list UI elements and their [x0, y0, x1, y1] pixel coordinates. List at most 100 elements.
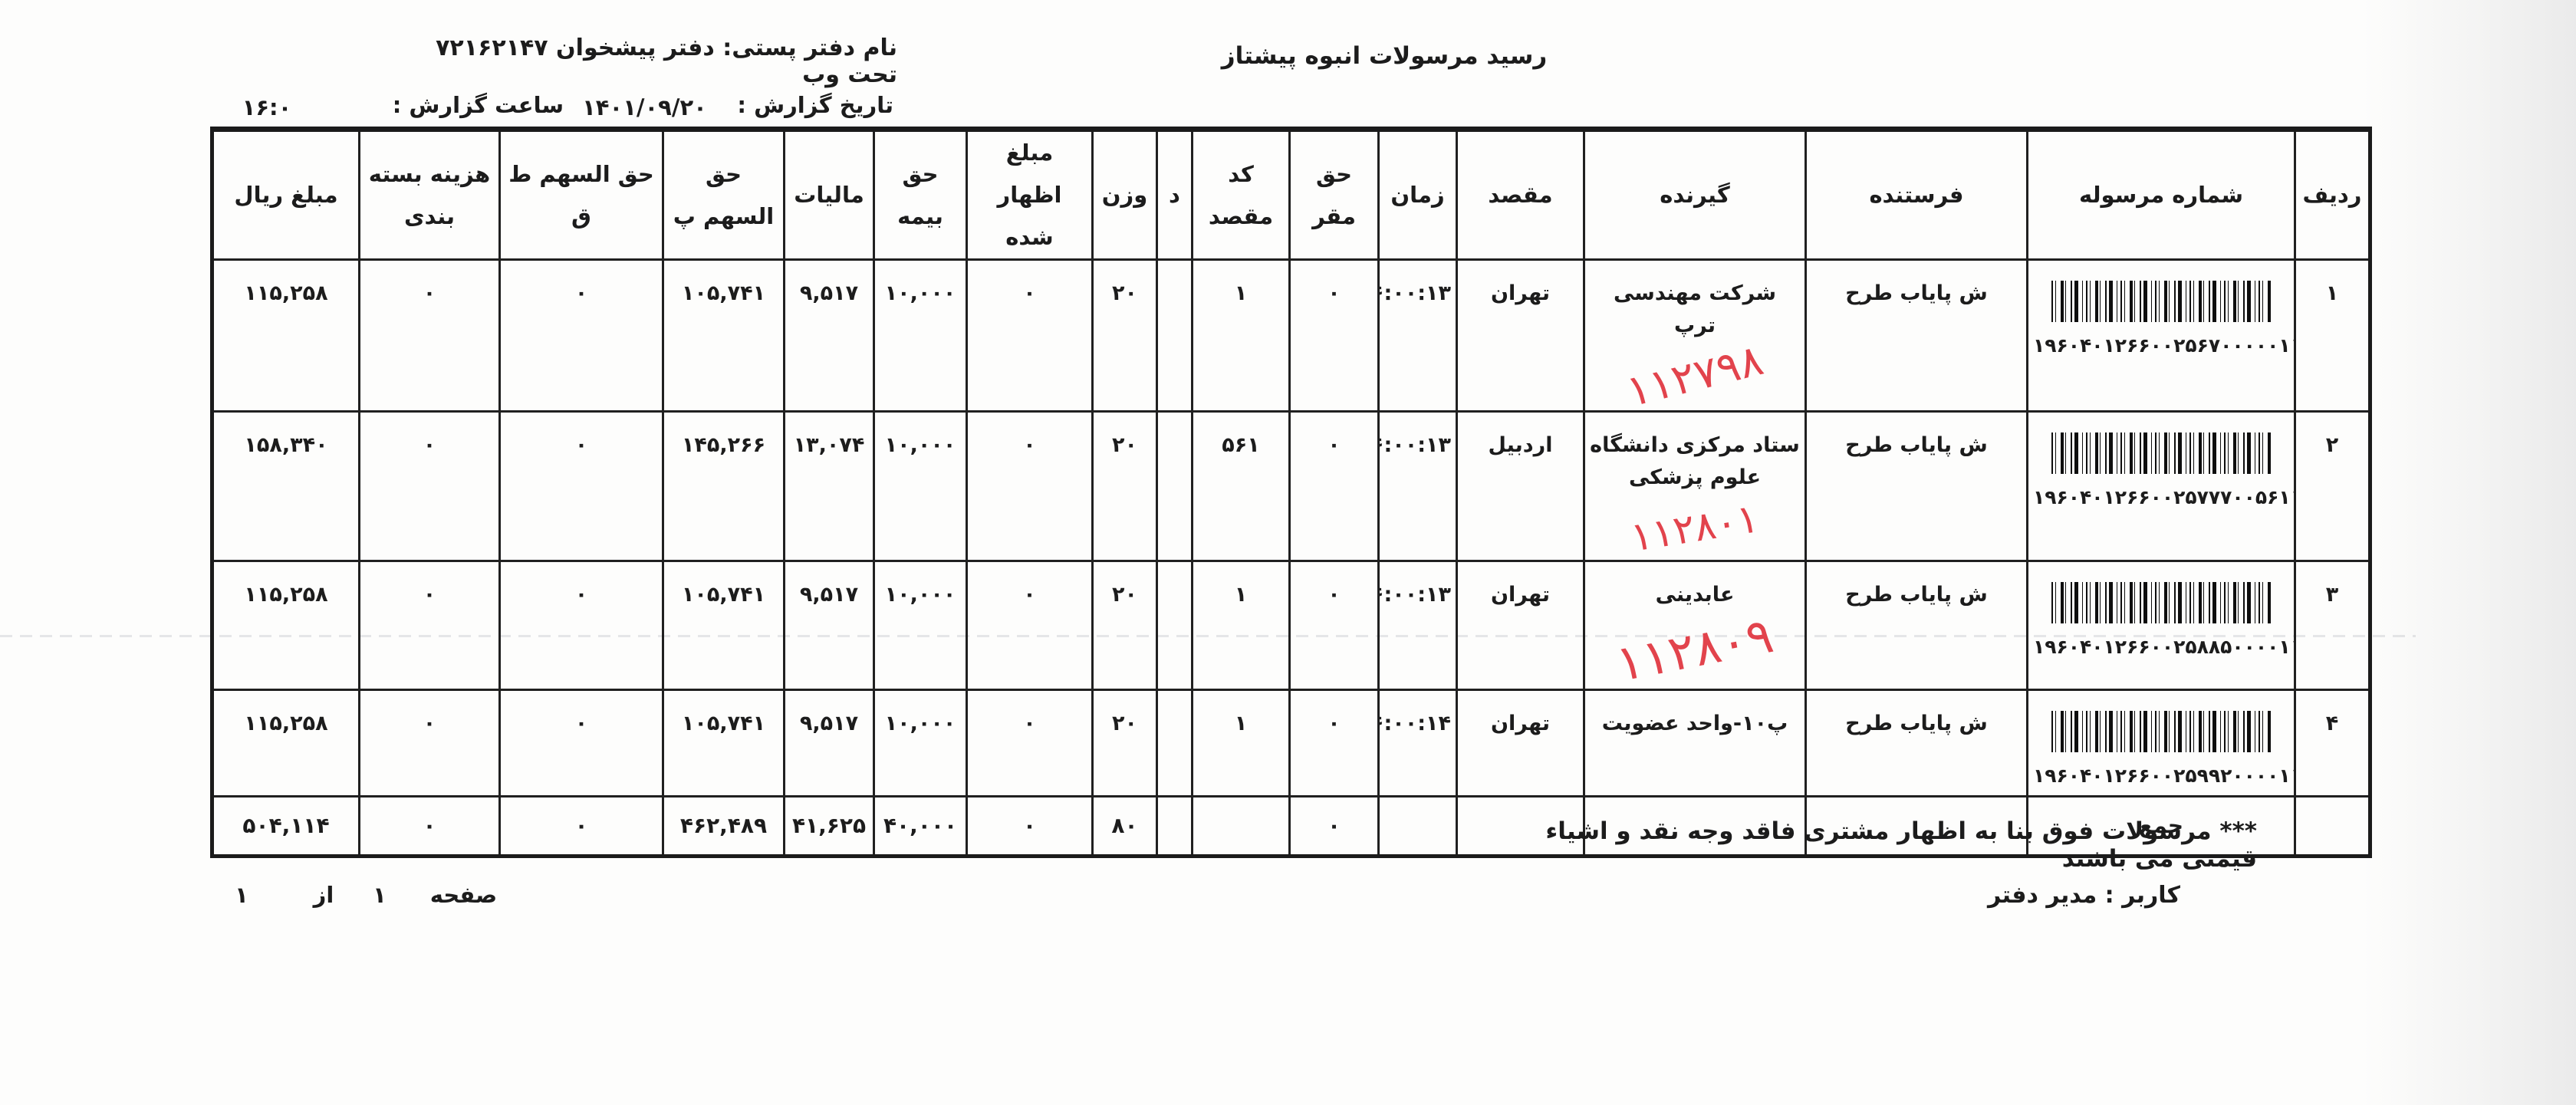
- cell-dest-code: ۱: [1191, 258, 1291, 413]
- cell-share-tq: ۰: [498, 409, 664, 563]
- cell-sender: ش پایاب طرح: [1805, 258, 2028, 413]
- receiver-name: پ۱۰-واحد عضویت: [1601, 712, 1788, 736]
- cell-sender-empty: [1805, 795, 2028, 858]
- col-header-packing-cost: هزینه بسته بندی: [358, 127, 501, 261]
- cell-time: ۱۶:۰۰:۱۳: [1377, 409, 1458, 563]
- col-header-destination: مقصد: [1456, 127, 1585, 261]
- cell-dest-code: ۵۶۱: [1191, 409, 1291, 563]
- footnote-text: *** مرسولات فوق بنا به اظهار مشتری فاقد …: [1545, 817, 2257, 873]
- cell-receiver: عابدینی ۱۱۲۸۰۹: [1583, 560, 1807, 692]
- cell-amount-rial: ۱۱۵,۲۵۸: [211, 258, 360, 413]
- col-header-row-no: ردیف: [2294, 127, 2371, 261]
- col-header-amount-rial: مبلغ ریال: [211, 127, 360, 261]
- receiver-name: ستاد مرکزی دانشگاه علوم پزشکی: [1590, 432, 1800, 489]
- col-header-receiver: گیرنده: [1583, 127, 1807, 261]
- cell-weight: ۲۰: [1091, 258, 1158, 413]
- col-header-tax: مالیات: [783, 127, 875, 261]
- table-row: ۲ ۱۹۶۰۴۰۱۲۶۶۰۰۲۵۷۷۷۰۰۵۶۱۱۱ ش پایاب طرح س…: [211, 409, 2371, 563]
- col-header-time: زمان: [1377, 127, 1458, 261]
- barcode-image: [2051, 711, 2271, 753]
- cell-tax: ۹,۵۱۷: [783, 689, 875, 798]
- cell-total-seat-fee: ۰: [1288, 795, 1380, 858]
- cell-share-tq: ۰: [498, 560, 664, 692]
- cell-time-empty: [1377, 795, 1458, 858]
- col-header-parcel-number: شماره مرسوله: [2026, 127, 2296, 261]
- cell-insurance-fee: ۱۰,۰۰۰: [873, 560, 968, 692]
- col-header-weight: وزن: [1091, 127, 1158, 261]
- cell-dest-code-empty: [1191, 795, 1291, 858]
- cell-total-label: جمع: [2026, 795, 2296, 858]
- col-header-d: د: [1156, 127, 1193, 261]
- cell-tax: ۹,۵۱۷: [783, 258, 875, 413]
- total-pages: ۱: [235, 882, 248, 908]
- cell-seat-fee: ۰: [1288, 409, 1380, 563]
- cell-packing-cost: ۰: [358, 560, 501, 692]
- cell-receiver: شرکت مهندسی ترپ ۱۱۲۷۹۸: [1583, 258, 1807, 413]
- cell-destination: تهران: [1456, 560, 1585, 692]
- cell-receiver: پ۱۰-واحد عضویت: [1583, 689, 1807, 798]
- cell-sender: ش پایاب طرح: [1805, 560, 2028, 692]
- cell-total-packing-cost: ۰: [358, 795, 501, 858]
- cell-parcel-number: ۱۹۶۰۴۰۱۲۶۶۰۰۲۵۷۷۷۰۰۵۶۱۱۱: [2026, 409, 2296, 563]
- table-header-row: ردیف شماره مرسوله فرستنده گیرنده مقصد زم…: [211, 127, 2371, 261]
- cell-time: ۱۶:۰۰:۱۳: [1377, 258, 1458, 413]
- cell-row-no-empty: [2294, 795, 2371, 858]
- cell-d: [1156, 409, 1193, 563]
- cell-declared-amount: ۰: [966, 258, 1094, 413]
- cell-total-share-tq: ۰: [498, 795, 664, 858]
- barcode-image: [2051, 582, 2271, 624]
- table-row: ۱ ۱۹۶۰۴۰۱۲۶۶۰۰۲۵۶۷۰۰۰۰۰۱۱۱ ش پایاب طرح ش…: [211, 258, 2371, 413]
- barcode-number: ۱۹۶۰۴۰۱۲۶۶۰۰۲۵۷۷۷۰۰۵۶۱۱۱: [2033, 485, 2295, 508]
- cell-share-p: ۱۰۵,۷۴۱: [662, 689, 785, 798]
- col-header-sender: فرستنده: [1805, 127, 2028, 261]
- parcels-table: ردیف شماره مرسوله فرستنده گیرنده مقصد زم…: [210, 127, 2372, 859]
- cell-receiver-empty: [1583, 795, 1807, 858]
- cell-d: [1156, 560, 1193, 692]
- cell-parcel-number: ۱۹۶۰۴۰۱۲۶۶۰۰۲۵۸۸۵۰۰۰۰۱۱۱: [2026, 560, 2296, 692]
- cell-packing-cost: ۰: [358, 409, 501, 563]
- cell-total-tax: ۴۱,۶۲۵: [783, 795, 875, 858]
- cell-amount-rial: ۱۱۵,۲۵۸: [211, 560, 360, 692]
- cell-declared-amount: ۰: [966, 409, 1094, 563]
- cell-declared-amount: ۰: [966, 560, 1094, 692]
- col-header-insurance-fee: حق بیمه: [873, 127, 968, 261]
- cell-sender: ش پایاب طرح: [1805, 409, 2028, 563]
- cell-time: ۱۶:۰۰:۱۳: [1377, 560, 1458, 692]
- cell-insurance-fee: ۱۰,۰۰۰: [873, 689, 968, 798]
- cell-destination: اردبیل: [1456, 409, 1585, 563]
- cell-tax: ۹,۵۱۷: [783, 560, 875, 692]
- cell-share-tq: ۰: [498, 689, 664, 798]
- cell-declared-amount: ۰: [966, 689, 1094, 798]
- cell-amount-rial: ۱۵۸,۳۴۰: [211, 409, 360, 563]
- receiver-name: عابدینی: [1655, 583, 1735, 607]
- cell-weight: ۲۰: [1091, 409, 1158, 563]
- handwritten-red-note: ۱۱۲۸۰۱: [1627, 495, 1762, 561]
- col-header-declared-amount: مبلغ اظهار شده: [966, 127, 1094, 261]
- cell-share-tq: ۰: [498, 258, 664, 413]
- cell-dest-code: ۱: [1191, 689, 1291, 798]
- cell-sender: ش پایاب طرح: [1805, 689, 2028, 798]
- report-date-label: تاریخ گزارش :: [737, 92, 893, 118]
- cell-amount-rial: ۱۱۵,۲۵۸: [211, 689, 360, 798]
- table-row: ۳ ۱۹۶۰۴۰۱۲۶۶۰۰۲۵۸۸۵۰۰۰۰۱۱۱ ش پایاب طرح ع…: [211, 560, 2371, 692]
- cell-parcel-number: ۱۹۶۰۴۰۱۲۶۶۰۰۲۵۶۷۰۰۰۰۰۱۱۱: [2026, 258, 2296, 413]
- table-total-row: جمع ۰ ۸۰ ۰ ۴۰,۰۰۰ ۴۱,۶۲۵ ۴۶۲,۴۸۹ ۰ ۰ ۵۰۴…: [211, 795, 2371, 858]
- cell-d: [1156, 258, 1193, 413]
- cell-dest-code: ۱: [1191, 560, 1291, 692]
- cell-parcel-number: ۱۹۶۰۴۰۱۲۶۶۰۰۲۵۹۹۲۰۰۰۰۱۱۱: [2026, 689, 2296, 798]
- cell-insurance-fee: ۱۰,۰۰۰: [873, 409, 968, 563]
- scan-edge-shading: [2361, 0, 2576, 1105]
- cell-share-p: ۱۴۵,۲۶۶: [662, 409, 785, 563]
- user-line: کاربر : مدیر دفتر: [1987, 882, 2180, 909]
- handwritten-red-note: ۱۱۲۷۹۸: [1621, 335, 1768, 412]
- cell-total-weight: ۸۰: [1091, 795, 1158, 858]
- cell-row-no: ۲: [2294, 409, 2371, 563]
- cell-packing-cost: ۰: [358, 258, 501, 413]
- barcode-number: ۱۹۶۰۴۰۱۲۶۶۰۰۲۵۶۷۰۰۰۰۰۱۱۱: [2033, 334, 2295, 357]
- cell-destination: تهران: [1456, 258, 1585, 413]
- col-header-dest-code: کد مقصد: [1191, 127, 1291, 261]
- handwritten-red-note: ۱۱۲۸۰۹: [1611, 607, 1778, 690]
- cell-destination-empty: [1456, 795, 1585, 858]
- barcode-number: ۱۹۶۰۴۰۱۲۶۶۰۰۲۵۹۹۲۰۰۰۰۱۱۱: [2033, 765, 2295, 788]
